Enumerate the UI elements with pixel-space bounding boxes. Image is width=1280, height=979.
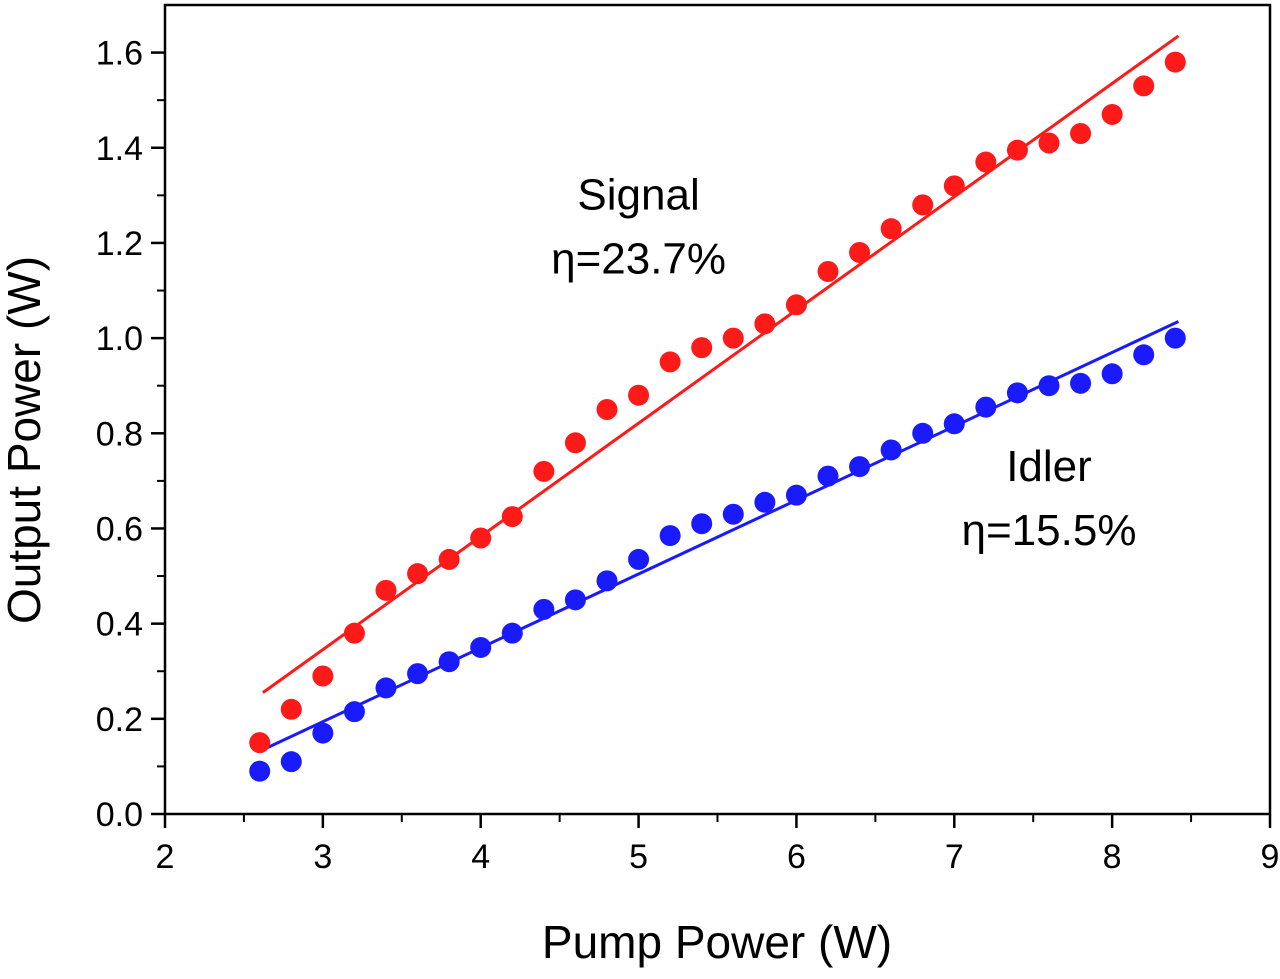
idler-point [754, 491, 776, 513]
x-tick-label: 4 [471, 838, 490, 876]
x-tick-label: 2 [156, 838, 175, 876]
signal-point [880, 218, 902, 240]
y-tick-label: 1.2 [96, 225, 143, 263]
idler-point [249, 760, 271, 782]
x-tick-labels: 2 3 4 5 6 7 8 9 [156, 838, 1280, 876]
idler-point [596, 570, 618, 592]
signal-point [659, 351, 681, 373]
y-axis-title: Output Power (W) [0, 256, 50, 624]
y-tick-label: 1.6 [96, 35, 143, 73]
signal-point [1070, 122, 1092, 144]
x-tick-label: 9 [1261, 838, 1280, 876]
annotation-line: η=15.5% [962, 506, 1137, 555]
idler-point [1006, 382, 1028, 404]
signal-point [754, 313, 776, 335]
signal-point [943, 175, 965, 197]
idler-point [691, 513, 713, 535]
y-tick-label: 0.4 [96, 606, 143, 644]
signal-point [722, 327, 744, 349]
y-tick-labels: 0.0 0.2 0.4 0.6 0.8 1.0 1.2 1.4 1.6 [96, 35, 143, 834]
idler-point [880, 439, 902, 461]
y-tick-label: 0.8 [96, 415, 143, 453]
y-tick-label: 1.4 [96, 130, 143, 168]
idler-point [849, 456, 871, 478]
idler-point [533, 598, 555, 620]
idler-point [1101, 363, 1123, 385]
y-tick-label: 0.2 [96, 701, 143, 739]
signal-annotation: Signal η=23.7% [551, 171, 726, 284]
idler-point [564, 589, 586, 611]
y-tick-label: 0.0 [96, 796, 143, 834]
idler-point [975, 396, 997, 418]
signal-point [1006, 139, 1028, 161]
signal-point [501, 506, 523, 528]
x-tick-label: 6 [787, 838, 806, 876]
idler-point [785, 484, 807, 506]
idler-point [470, 636, 492, 658]
x-tick-label: 3 [313, 838, 332, 876]
data-points [249, 51, 1186, 782]
annotation-line: Signal [577, 171, 699, 220]
signal-point [280, 698, 302, 720]
idler-point [943, 413, 965, 435]
idler-point [312, 722, 334, 744]
idler-point [1133, 344, 1155, 366]
signal-point [817, 260, 839, 282]
annotation-line: Idler [1006, 442, 1092, 491]
idler-point [343, 701, 365, 723]
idler-annotation: Idler η=15.5% [962, 442, 1137, 555]
signal-point [691, 337, 713, 359]
plot-frame [163, 3, 1272, 816]
signal-point [1038, 132, 1060, 154]
annotations: Signal η=23.7% Idler η=15.5% [551, 171, 1136, 555]
signal-point [596, 399, 618, 420]
signal-point [533, 460, 555, 482]
idler-point [628, 548, 650, 570]
signal-point [343, 622, 365, 644]
signal-fit-line [261, 34, 1180, 694]
signal-point [375, 579, 397, 601]
signal-point [1133, 75, 1155, 97]
signal-point [912, 194, 934, 216]
x-tick-label: 7 [945, 838, 964, 876]
signal-point [975, 151, 997, 173]
signal-point [564, 432, 586, 454]
signal-point [470, 527, 492, 549]
idler-point [501, 622, 523, 644]
idler-point [1070, 372, 1092, 394]
signal-point [1101, 103, 1123, 125]
idler-point [280, 751, 302, 773]
idler-point [722, 503, 744, 525]
signal-point [407, 563, 429, 585]
y-tick-label: 0.6 [96, 510, 143, 548]
signal-point [849, 241, 871, 263]
signal-point [628, 384, 650, 406]
idler-point [375, 677, 397, 699]
y-tick-label: 1.0 [96, 320, 143, 358]
x-tick-label: 5 [629, 838, 648, 876]
x-tick-label: 8 [1103, 838, 1122, 876]
axis-ticks [151, 51, 1272, 828]
idler-point [1164, 327, 1186, 349]
annotation-line: η=23.7% [551, 235, 726, 284]
x-axis-title: Pump Power (W) [542, 916, 892, 968]
idler-point [1038, 375, 1060, 397]
idler-point [438, 651, 460, 673]
signal-point [312, 665, 334, 687]
idler-point [407, 663, 429, 685]
signal-point [438, 548, 460, 570]
idler-point [659, 525, 681, 547]
idler-point [817, 465, 839, 487]
signal-point [249, 732, 271, 754]
signal-point [1164, 51, 1186, 73]
idler-point [912, 422, 934, 444]
signal-point [785, 294, 807, 316]
